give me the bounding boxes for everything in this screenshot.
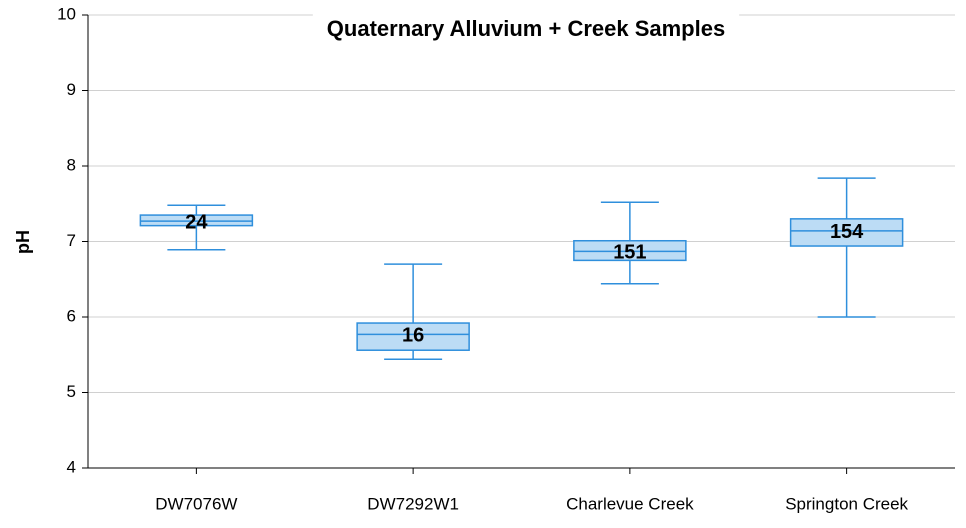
title-background (312, 11, 740, 45)
x-tick-label: Charlevue Creek (566, 494, 694, 513)
count-label: 16 (402, 325, 424, 347)
chart-title: Quaternary Alluvium + Creek Samples (327, 16, 725, 41)
x-tick-label: DW7292W1 (367, 494, 459, 513)
y-tick-label: 10 (57, 4, 76, 23)
y-tick-label: 8 (67, 155, 76, 174)
y-tick-label: 4 (67, 457, 76, 476)
count-label: 151 (613, 242, 646, 264)
y-tick-label: 5 (67, 382, 76, 401)
x-tick-label: DW7076W (155, 494, 237, 513)
box (573, 239, 687, 262)
y-axis-label: pH (13, 230, 33, 254)
count-label: 24 (185, 211, 208, 233)
x-tick-label: Springton Creek (785, 494, 908, 513)
y-tick-label: 9 (67, 80, 76, 99)
y-tick-label: 6 (67, 306, 76, 325)
y-tick-label: 7 (67, 231, 76, 250)
box (356, 322, 470, 351)
box (789, 218, 904, 247)
box (139, 214, 254, 227)
count-label: 154 (830, 221, 864, 243)
